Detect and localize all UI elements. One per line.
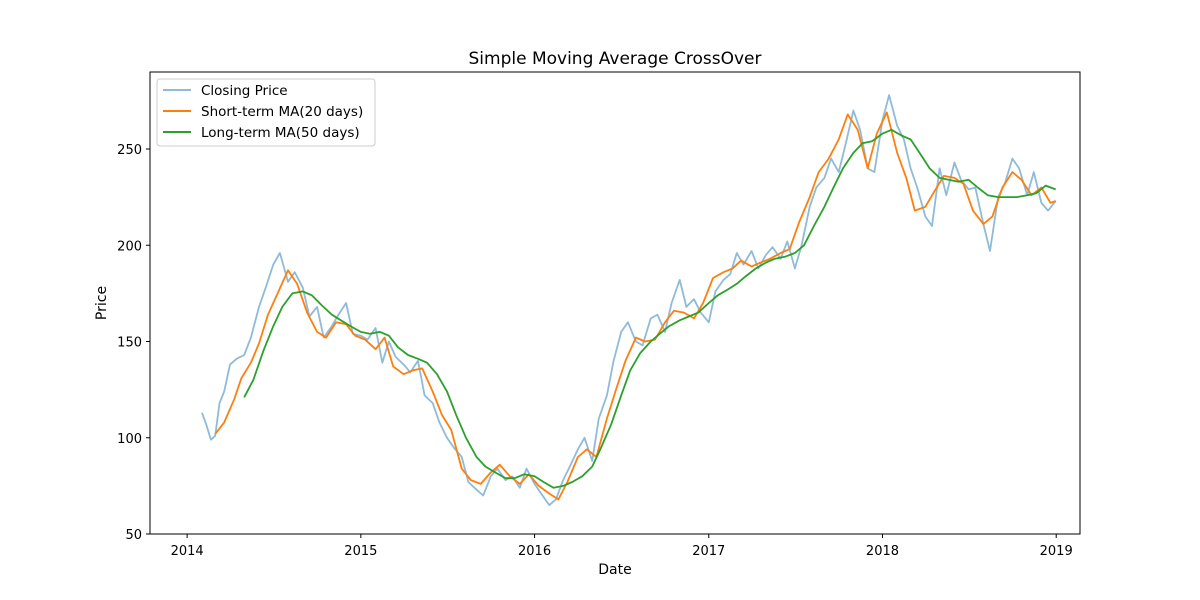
legend-label-long-term-ma: Long-term MA(50 days) xyxy=(201,125,360,141)
y-axis: 50 100 150 200 250 xyxy=(117,143,150,543)
series-layer xyxy=(201,94,1057,506)
y-tick-label: 250 xyxy=(117,143,142,158)
x-axis: 2014 2015 2016 2017 2018 2019 xyxy=(171,534,1073,559)
x-axis-label: Date xyxy=(598,562,631,578)
series-long-term-ma xyxy=(243,128,1057,489)
x-tick-label: 2016 xyxy=(518,544,551,559)
plot-frame xyxy=(149,71,1081,535)
y-tick-label: 200 xyxy=(117,239,142,254)
chart-title: Simple Moving Average CrossOver xyxy=(469,49,762,69)
x-tick-label: 2017 xyxy=(692,544,725,559)
legend: Closing Price Short-term MA(20 days) Lon… xyxy=(156,78,376,147)
y-tick-label: 100 xyxy=(117,432,142,447)
x-tick-label: 2019 xyxy=(1040,544,1073,559)
x-tick-label: 2014 xyxy=(171,544,204,559)
series-closing-price xyxy=(201,94,1057,506)
legend-box xyxy=(156,78,376,147)
x-tick-label: 2015 xyxy=(344,544,377,559)
series-short-term-ma xyxy=(214,111,1057,501)
y-tick-label: 150 xyxy=(117,336,142,351)
x-tick-label: 2018 xyxy=(866,544,899,559)
y-tick-label: 50 xyxy=(125,528,142,543)
y-axis-label: Price xyxy=(94,286,110,320)
legend-label-short-term-ma: Short-term MA(20 days) xyxy=(201,104,363,120)
legend-label-closing-price: Closing Price xyxy=(201,83,288,99)
